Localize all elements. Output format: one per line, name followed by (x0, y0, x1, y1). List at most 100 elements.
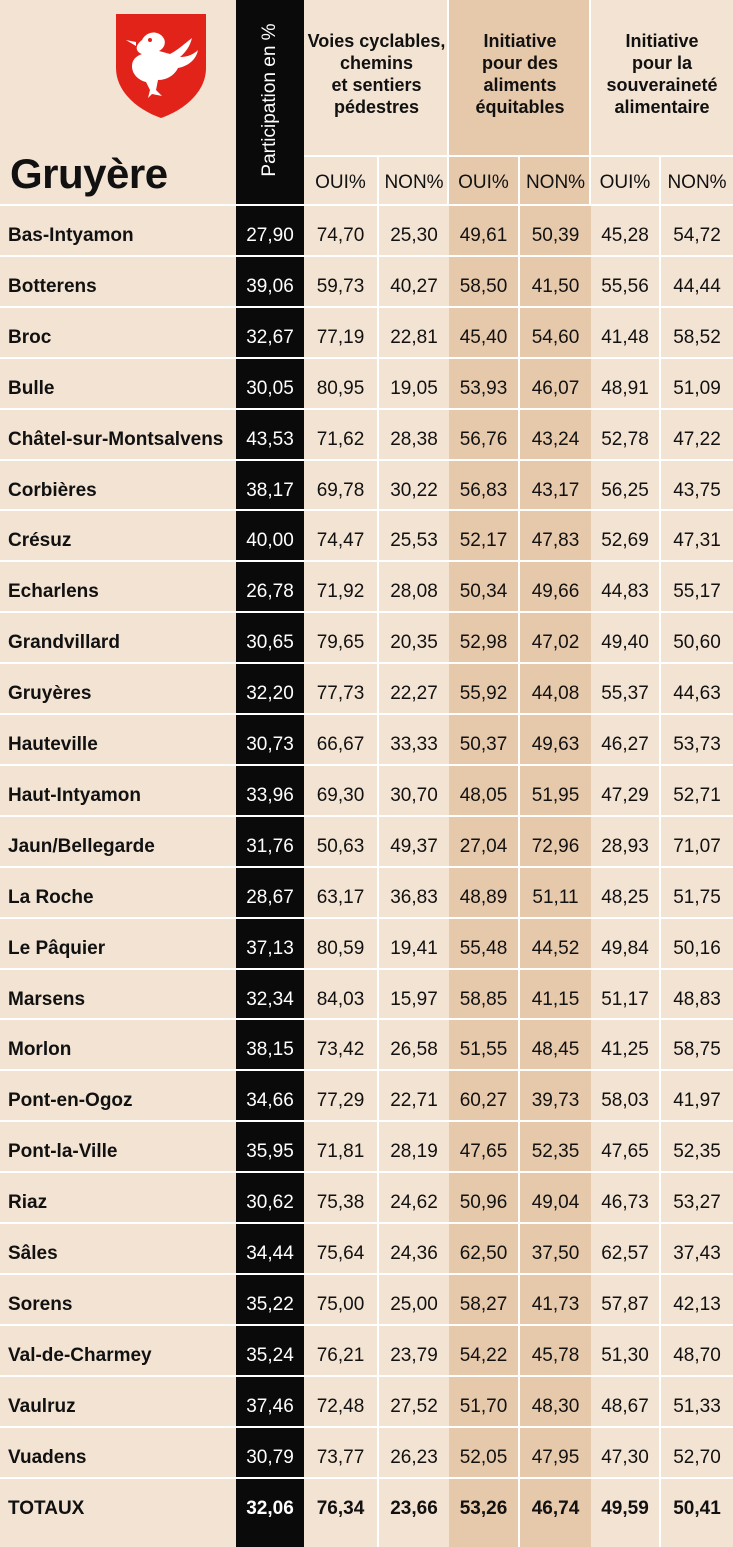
row-divider (0, 356, 733, 359)
row-divider (0, 1272, 733, 1275)
yes-percent: 46,27 (601, 734, 649, 755)
participation-value: 38,17 (246, 479, 294, 501)
table-row: Broc 32,67 77,19 22,81 45,40 54,60 41,48 58,52 (0, 313, 733, 362)
no-percent: 36,83 (390, 886, 438, 908)
yes-percent: 77,19 (316, 326, 365, 348)
no-percent: 43,75 (673, 479, 721, 501)
row-divider (0, 1171, 733, 1174)
yes-percent: 76,34 (316, 1497, 365, 1519)
participation-value: 28,67 (246, 886, 294, 908)
header-divider (304, 155, 733, 157)
yes-percent: 58,27 (459, 1293, 508, 1315)
yes-percent: 49,61 (459, 225, 508, 246)
commune-name: Marsens (8, 988, 86, 1010)
commune-name: Broc (8, 326, 52, 348)
yes-percent: 51,70 (459, 1395, 508, 1417)
participation-column-band (236, 0, 304, 1547)
no-percent: 52,70 (673, 1446, 721, 1468)
no-percent: 25,53 (390, 530, 438, 552)
yes-percent: 75,00 (316, 1293, 365, 1315)
yes-percent: 63,17 (316, 886, 365, 908)
table-row: Pont-la-Ville 35,95 71,81 28,19 47,65 52,35 47… (0, 1127, 733, 1176)
no-percent: 26,58 (390, 1039, 438, 1061)
no-percent: 50,60 (673, 632, 721, 654)
table-row: Sâles 34,44 75,64 24,36 62,50 37,50 62,57 37,43 (0, 1229, 733, 1278)
yes-percent: 73,77 (316, 1446, 365, 1468)
row-divider (0, 713, 733, 715)
yes-percent: 52,98 (459, 632, 508, 654)
no-percent: 37,43 (673, 1243, 721, 1264)
table-row: Hauteville 30,73 66,67 33,33 50,37 49,63 46,27… (0, 720, 733, 769)
yes-percent: 45,28 (601, 225, 649, 246)
participation-value: 33,96 (246, 784, 294, 806)
yes-percent: 49,59 (601, 1497, 649, 1519)
table-row: Marsens 32,34 84,03 15,97 58,85 41,15 51,17 48,… (0, 975, 733, 1024)
participation-value: 31,76 (246, 835, 294, 857)
yes-percent: 53,93 (459, 377, 508, 399)
yes-percent: 56,25 (601, 479, 649, 501)
yes-percent: 55,48 (459, 937, 508, 959)
yes-percent: 47,65 (459, 1141, 508, 1163)
no-percent: 50,16 (673, 937, 721, 959)
row-divider (0, 865, 733, 868)
row-divider (0, 305, 733, 308)
commune-name: Haut-Intyamon (8, 784, 141, 806)
table-row: Gruyères 32,20 77,73 22,27 55,92 44,08 55,37 44… (0, 669, 733, 718)
commune-name: Morlon (8, 1039, 72, 1061)
commune-name: Grandvillard (8, 632, 120, 654)
no-percent: 22,27 (390, 683, 438, 705)
no-percent: 52,35 (673, 1141, 721, 1163)
row-divider (0, 254, 733, 257)
table-row: Bas-Intyamon 27,90 74,70 25,30 49,61 50,39 45,… (0, 211, 733, 260)
yes-percent: 49,40 (601, 632, 649, 654)
yes-percent: 52,17 (459, 530, 508, 552)
row-divider (0, 1069, 733, 1072)
no-percent: 23,79 (390, 1344, 438, 1366)
commune-name: Sâles (8, 1243, 58, 1264)
table-row: Vuadens 30,79 73,77 26,23 52,05 47,95 47,30 52,… (0, 1433, 733, 1482)
no-percent: 47,22 (673, 428, 721, 450)
totals-row: TOTAUX 32,06 76,34 23,66 53,26 46,74 49,59 50,4… (0, 1484, 733, 1533)
no-percent: 58,75 (673, 1039, 721, 1061)
row-divider (0, 1018, 733, 1021)
yes-percent: 41,48 (601, 326, 649, 348)
no-percent: 30,70 (390, 784, 438, 806)
no-percent: 20,35 (390, 632, 438, 654)
participation-value: 35,22 (246, 1293, 294, 1315)
yes-percent: 50,63 (316, 835, 365, 857)
no-percent: 19,05 (390, 377, 438, 399)
table-row: Echarlens 26,78 71,92 28,08 50,34 49,66 44,83 5… (0, 567, 733, 616)
row-divider (0, 1323, 733, 1326)
yes-percent: 49,84 (601, 937, 649, 959)
yes-percent: 72,48 (316, 1395, 365, 1417)
yes-percent: 45,40 (459, 326, 508, 348)
no-percent: 24,62 (390, 1192, 438, 1214)
row-divider (0, 611, 733, 614)
no-percent: 44,44 (673, 275, 721, 297)
no-percent: 45,78 (531, 1344, 580, 1366)
commune-name: Châtel-sur-Montsalvens (8, 428, 224, 450)
table-row: Grandvillard 30,65 79,65 20,35 52,98 47,02 49,… (0, 618, 733, 667)
participation-value: 30,73 (246, 734, 294, 755)
row-divider (0, 458, 733, 461)
subheader-no: NON% (525, 172, 586, 193)
no-percent: 51,33 (673, 1395, 721, 1417)
no-percent: 53,73 (673, 734, 721, 755)
yes-percent: 80,95 (316, 377, 365, 399)
commune-name: Val-de-Charmey (8, 1344, 152, 1366)
yes-percent: 69,78 (316, 479, 365, 501)
yes-percent: 46,73 (601, 1192, 649, 1214)
participation-header: Participation en % (236, 0, 304, 205)
yes-percent: 55,56 (601, 275, 649, 297)
yes-percent: 50,96 (459, 1192, 508, 1214)
yes-percent: 76,21 (316, 1344, 365, 1366)
participation-value: 43,53 (246, 428, 294, 450)
participation-value: 38,15 (246, 1039, 294, 1061)
no-percent: 44,08 (531, 683, 580, 705)
row-divider (0, 509, 733, 512)
row-divider (0, 967, 733, 970)
yes-percent: 52,05 (459, 1446, 508, 1468)
yes-percent: 27,04 (459, 835, 508, 857)
yes-percent: 48,91 (601, 377, 649, 399)
commune-name: Pont-la-Ville (8, 1141, 118, 1163)
